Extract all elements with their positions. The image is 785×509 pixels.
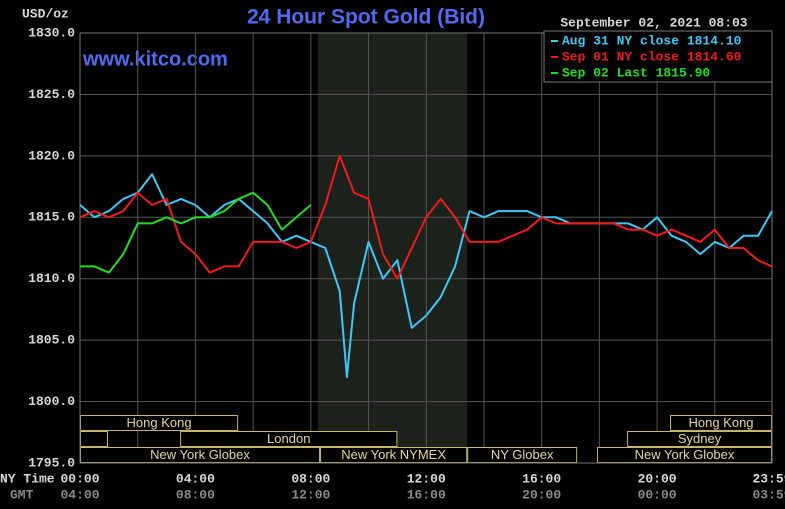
timestamp: September 02, 2021 08:03 xyxy=(560,15,747,30)
series-line xyxy=(80,191,312,274)
y-tick-label: 1815.0 xyxy=(28,210,75,225)
x2-tick-label: 20:00 xyxy=(522,487,561,502)
x2-tick-label: 00:00 xyxy=(638,487,677,502)
x-axis-label: NY Time xyxy=(0,471,55,486)
y-tick-label: 1830.0 xyxy=(28,25,75,40)
y-tick-label: 1810.0 xyxy=(28,271,75,286)
x-tick-label: 16:00 xyxy=(522,471,561,486)
chart-title: 24 Hour Spot Gold (Bid) xyxy=(247,6,485,29)
x2-tick-label: 03:59 xyxy=(752,487,785,502)
session-label: Sydney xyxy=(678,431,722,446)
y-tick-label: 1800.0 xyxy=(28,394,75,409)
x-tick-label: 08:00 xyxy=(291,471,330,486)
x2-tick-label: 12:00 xyxy=(291,487,330,502)
legend-label: Sep 01 NY close 1814.60 xyxy=(562,49,742,64)
x-tick-label: 23:59 xyxy=(752,471,785,486)
y-tick-label: 1825.0 xyxy=(28,87,75,102)
session-label: New York Globex xyxy=(150,447,250,462)
x-tick-label: 00:00 xyxy=(60,471,99,486)
session-label: Hong Kong xyxy=(127,415,192,430)
session-label: New York NYMEX xyxy=(341,447,446,462)
y-tick-label: 1820.0 xyxy=(28,148,75,163)
y-tick-label: 1795.0 xyxy=(28,455,75,470)
series-line xyxy=(79,154,773,280)
x2-tick-label: 08:00 xyxy=(176,487,215,502)
nymex-highlight xyxy=(318,33,468,463)
x2-tick-label: 16:00 xyxy=(407,487,446,502)
x-tick-label: 20:00 xyxy=(638,471,677,486)
session-label: London xyxy=(267,431,310,446)
session-bar xyxy=(80,431,108,447)
x2-tick-label: 04:00 xyxy=(60,487,99,502)
legend-label: Aug 31 NY close 1814.10 xyxy=(562,33,742,48)
session-label: NY Globex xyxy=(491,447,554,462)
plot-border xyxy=(79,32,773,464)
x2-axis-label: GMT xyxy=(10,487,34,502)
series-line xyxy=(79,173,773,378)
legend-label: Sep 02 Last 1815.90 xyxy=(562,65,710,80)
legend-box xyxy=(543,30,773,83)
watermark: www.kitco.com xyxy=(82,48,228,70)
session-label: New York Globex xyxy=(635,447,735,462)
y-axis-label: USD/oz xyxy=(22,6,69,21)
y-tick-label: 1805.0 xyxy=(28,333,75,348)
session-bar xyxy=(180,431,398,447)
session-label: Hong Kong xyxy=(688,415,753,430)
x-tick-label: 04:00 xyxy=(176,471,215,486)
x-tick-label: 12:00 xyxy=(407,471,446,486)
